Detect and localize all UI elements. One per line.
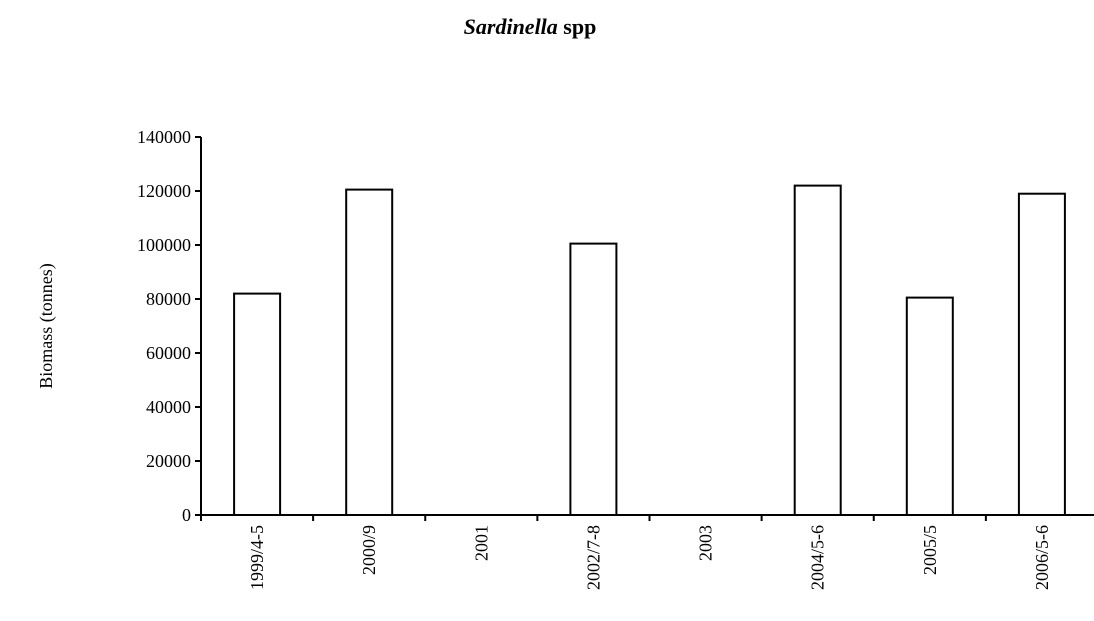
bar-3 [569, 242, 618, 516]
y-tick-label-5: 100000 [137, 235, 191, 255]
y-tick-label-2: 40000 [146, 397, 191, 417]
y-axis-label: Biomass (tonnes) [36, 263, 57, 389]
x-tick-label-5: 2004/5-6 [808, 525, 828, 590]
chart-title: Sardinella spp [0, 14, 1060, 40]
x-tick-label-7: 2006/5-6 [1032, 525, 1052, 590]
y-tick-label-4: 80000 [146, 289, 191, 309]
y-tick-label-7: 140000 [137, 127, 191, 147]
bars-group [233, 184, 1066, 516]
x-tick-label-6: 2005/5 [920, 525, 940, 575]
bar-5 [793, 184, 842, 516]
y-tick-label-1: 20000 [146, 451, 191, 471]
bar-1 [345, 188, 394, 516]
chart-title-rest: spp [557, 14, 597, 39]
y-tick-label-0: 0 [182, 505, 191, 525]
y-tick-label-6: 120000 [137, 181, 191, 201]
chart-title-italic: Sardinella [463, 14, 558, 39]
x-tick-label-1: 2000/9 [359, 525, 379, 575]
bar-0 [233, 292, 282, 516]
x-tick-label-0: 1999/4-5 [247, 525, 267, 590]
x-tick-label-3: 2002/7-8 [583, 525, 603, 590]
bar-7 [1017, 192, 1066, 516]
y-tick-label-3: 60000 [146, 343, 191, 363]
y-axis: 0 20000 40000 60000 80000 100000 120000 140000 [137, 127, 202, 525]
x-tick-label-4: 2003 [696, 525, 716, 561]
y-axis-label-group: Biomass (tonnes) [36, 263, 57, 389]
x-axis: 1999/4-5 2000/9 2001 2002/7-8 2003 2004/5-6 20… [200, 514, 1094, 590]
bar-6 [905, 296, 954, 516]
x-tick-label-2: 2001 [471, 525, 491, 561]
